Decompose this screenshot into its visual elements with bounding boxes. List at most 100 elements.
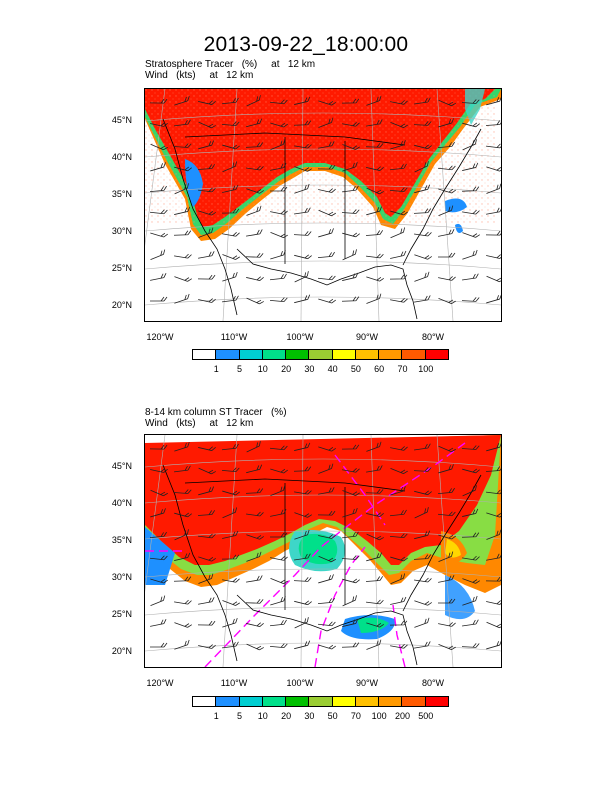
wind-barb [294, 553, 311, 561]
colorbar-swatch [354, 696, 380, 707]
colorbar-label: 10 [257, 711, 268, 721]
wind-barb [414, 184, 431, 194]
wind-barb [270, 508, 287, 517]
wind-barb [198, 644, 216, 649]
wind-barb [438, 205, 454, 216]
colorbar-swatch [308, 349, 333, 360]
wind-barb [390, 573, 406, 585]
wind-barb [174, 441, 190, 452]
wind-barb [174, 253, 192, 259]
colorbar-swatch [378, 696, 403, 707]
wind-barb [246, 551, 262, 562]
wind-barb [342, 232, 360, 238]
wind-barb [246, 643, 264, 651]
colorbar-swatch [261, 696, 287, 707]
wind-barb [294, 617, 309, 629]
wind-barb [221, 467, 240, 473]
wind-barb [246, 511, 264, 517]
wind-barb [341, 642, 360, 648]
wind-barb [342, 507, 358, 518]
colorbar-swatch [238, 349, 263, 360]
wind-barb [246, 441, 261, 453]
wind-barb [461, 297, 480, 302]
wind-barb [221, 208, 240, 214]
wind-barbs [149, 95, 501, 305]
wind-barb [270, 122, 288, 128]
lat-label: 40°N [111, 498, 132, 508]
wind-barb [317, 621, 336, 627]
wind-barb [437, 487, 455, 495]
wind-barb [438, 252, 456, 258]
wind-barb [246, 165, 264, 171]
wind-barb [174, 95, 190, 106]
wind-barb [366, 512, 384, 517]
wind-barb [390, 100, 408, 105]
wind-barb [318, 534, 336, 539]
lat-label: 35°N [111, 189, 132, 199]
wind-barb [318, 188, 336, 193]
wind-barb [318, 209, 336, 217]
colorbar-label: 40 [327, 364, 338, 374]
wind-barb [486, 553, 501, 561]
wind-barb [462, 485, 477, 497]
wind-barb [173, 576, 192, 582]
wind-barb [246, 534, 264, 540]
wind-barb [389, 187, 408, 193]
wind-barb [270, 186, 288, 192]
wind-barb [294, 489, 312, 495]
wind-barb [486, 621, 501, 629]
wind-barb [437, 141, 455, 149]
wind-barb [462, 162, 479, 171]
lat-label: 20°N [111, 300, 132, 310]
wind-barb [318, 463, 334, 474]
wind-barb [294, 207, 311, 215]
wind-barb [366, 552, 382, 562]
lon-label: 110°W [220, 678, 248, 688]
colorbar-label: 70 [350, 711, 361, 721]
wind-barb [366, 119, 383, 127]
wind-barb [365, 230, 384, 236]
wind-barb [173, 230, 192, 236]
wind-barb [174, 552, 191, 561]
wind-barb [414, 507, 429, 519]
wind-barb [198, 486, 214, 496]
colorbar-label: 100 [371, 711, 387, 721]
wind-barb [222, 161, 238, 173]
wind-barb [389, 533, 408, 539]
colorbar-swatch [285, 349, 310, 360]
wind-barb [174, 529, 189, 541]
tracer-blob-blue-sw [145, 527, 175, 585]
wind-barb [318, 298, 336, 304]
wind-barb [366, 187, 384, 195]
wind-barb [198, 597, 215, 605]
wind-barb [341, 98, 360, 104]
wind-barb [246, 276, 264, 281]
tracer-blob-yellow-east [445, 539, 461, 558]
wind-barb [198, 533, 216, 539]
wind-barb [270, 232, 288, 238]
lon-label: 80°W [421, 332, 445, 342]
wind-barb [366, 465, 383, 473]
wind-barb [342, 161, 358, 172]
wind-barb [294, 294, 311, 304]
colorbar-swatch [192, 696, 217, 707]
wind-barb [174, 183, 189, 195]
wind-barb [486, 166, 501, 172]
wind-barb [342, 144, 360, 150]
colorbar-label: 5 [237, 364, 243, 374]
wind-barb [366, 441, 382, 452]
wind-barb [293, 120, 312, 126]
wind-barb [342, 618, 359, 627]
panel-subtitle-line2: Wind (kts) at 12 km [145, 70, 254, 81]
colorbar-label: 200 [394, 711, 410, 721]
wind-barb [246, 297, 264, 305]
wind-barb [389, 274, 408, 280]
wind-barb [389, 509, 407, 517]
wind-barb [174, 599, 192, 605]
wind-barb [342, 531, 359, 539]
wind-barb [197, 510, 216, 516]
colorbar-swatch [192, 349, 217, 360]
wind-barb [222, 507, 238, 519]
wind-barb [174, 512, 192, 518]
colorbar-swatch [354, 349, 380, 360]
